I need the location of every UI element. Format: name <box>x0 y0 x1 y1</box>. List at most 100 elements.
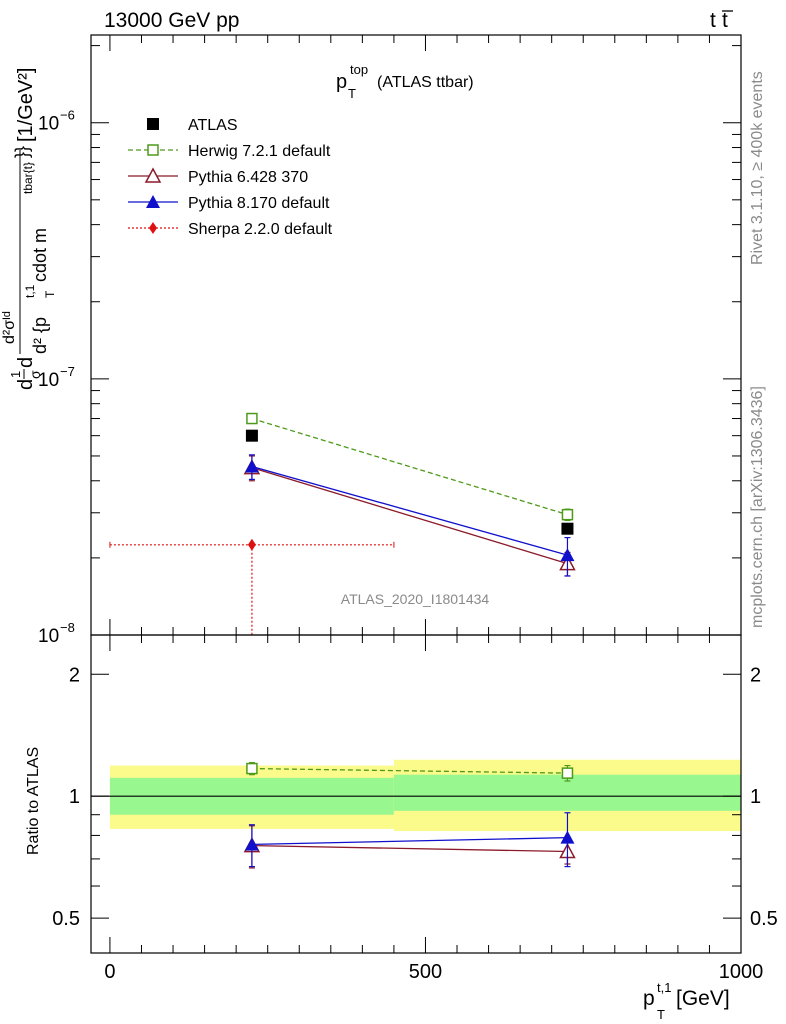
svg-text:t,1: t,1 <box>23 284 37 298</box>
series-line <box>251 467 568 565</box>
main-y-tick-label: 10 −7 <box>38 364 75 391</box>
plot-title: p top T (ATLAS ttbar) <box>336 62 474 101</box>
ratio-point <box>246 762 258 775</box>
ratio-y-axis-label: Ratio to ATLAS <box>25 747 42 855</box>
svg-text:[GeV]: [GeV] <box>676 987 730 1010</box>
data-point <box>560 548 575 562</box>
svg-text:}}: }} <box>12 146 32 158</box>
legend-item-atlas: ATLAS <box>147 117 238 134</box>
analysis-watermark: ATLAS_2020_I1801434 <box>341 591 490 607</box>
ratio-y-tick-label-left: 1 <box>69 786 80 808</box>
main-y-axis-label: d 1 σ d d²σᴵᵈ d² {p t,1 T cdot m tbar{t}… <box>1 68 57 390</box>
main-y-tick-label: 10 −6 <box>38 108 75 135</box>
series-pythia6 <box>243 455 576 577</box>
legend-marker <box>144 167 162 183</box>
legend-marker <box>149 222 157 234</box>
svg-text:T: T <box>43 290 57 298</box>
main-panel: 10−810−710−6 p top T (ATLAS ttbar) ATLAS… <box>38 34 742 647</box>
svg-text:p: p <box>643 987 655 1010</box>
legend: ATLAS Herwig 7.2.1 default Pythia 6.428 37… <box>128 117 333 238</box>
legend-marker <box>147 144 159 156</box>
main-y-tick-base: 10 <box>38 370 59 391</box>
ratio-bands <box>91 759 741 832</box>
main-y-tick-base: 10 <box>38 114 59 135</box>
ratio-point <box>244 837 259 851</box>
ratio-y-tick-label-left: 2 <box>69 664 80 686</box>
svg-text:t,1: t,1 <box>657 980 671 995</box>
ratio-y-tick-label-left: 0.5 <box>52 908 80 930</box>
ratio-series-pythia6 <box>243 825 576 869</box>
svg-text:T: T <box>657 1007 665 1022</box>
svg-text:tbar{t}: tbar{t} <box>21 162 35 194</box>
legend-marker <box>147 118 159 130</box>
ratio-panel: 0.5 0.5 1 1 2 2 <box>52 634 778 954</box>
ratio-line <box>251 767 568 774</box>
x-tick-labels: 0 500 1000 <box>104 961 763 983</box>
svg-text:p: p <box>336 71 347 93</box>
header-process: t t <box>710 9 733 32</box>
series-atlas <box>245 429 574 535</box>
svg-text:T: T <box>348 86 356 101</box>
legend-item-herwig: Herwig 7.2.1 default <box>128 143 331 160</box>
svg-text:cdot m: cdot m <box>30 228 50 282</box>
x-tick-label: 0 <box>104 961 115 983</box>
x-tick-label: 1000 <box>719 961 764 983</box>
series-line <box>251 417 568 516</box>
main-y-tick-exp: −7 <box>60 364 75 379</box>
main-y-tick-labels: 10−810−710−6 <box>38 108 75 647</box>
svg-text:d²σᴵᵈ: d²σᴵᵈ <box>1 311 18 344</box>
x-axis-label: p t,1 T [GeV] <box>643 980 730 1022</box>
legend-item-pythia6: Pythia 6.428 370 <box>128 167 308 186</box>
ratio-line <box>251 844 568 853</box>
data-point <box>561 508 574 521</box>
series-herwig <box>246 412 574 522</box>
main-y-tick-exp: −8 <box>60 620 75 635</box>
ratio-axis-ticks <box>91 635 742 953</box>
main-y-tick-exp: −6 <box>60 108 75 123</box>
data-point <box>247 538 256 551</box>
legend-item-sherpa: Sherpa 2.2.0 default <box>128 221 333 238</box>
legend-label: ATLAS <box>188 117 238 134</box>
legend-label: Herwig 7.2.1 default <box>188 143 331 160</box>
svg-text:t: t <box>722 9 728 32</box>
ratio-point <box>560 830 575 844</box>
legend-label: Pythia 8.170 default <box>188 195 330 212</box>
data-point <box>244 459 259 473</box>
main-series <box>109 412 576 635</box>
ratio-point <box>561 767 574 779</box>
main-y-tick-base: 10 <box>38 626 59 647</box>
series-pythia8 <box>244 454 575 577</box>
legend-label: Pythia 6.428 370 <box>188 169 308 186</box>
ratio-y-tick-label-right: 0.5 <box>750 908 778 930</box>
legend-label: Sherpa 2.2.0 default <box>188 221 333 238</box>
svg-text:d² {p: d² {p <box>30 317 50 354</box>
svg-text:[1/GeV²]: [1/GeV²] <box>15 68 37 142</box>
ratio-series <box>243 762 576 869</box>
ratio-series-pythia8 <box>244 812 575 868</box>
ratio-line <box>251 836 568 846</box>
svg-text:σ: σ <box>27 370 43 379</box>
data-point <box>246 412 258 425</box>
ratio-frame <box>90 634 742 954</box>
svg-text:top: top <box>350 62 368 77</box>
legend-marker <box>146 195 160 208</box>
ratio-y-tick-label-right: 1 <box>750 786 761 808</box>
main-y-tick-label: 10 −8 <box>38 620 75 647</box>
svg-text:(ATLAS ttbar): (ATLAS ttbar) <box>377 74 474 91</box>
svg-text:t: t <box>710 9 716 32</box>
mcplots-label: mcplots.cern.ch [arXiv:1306.3436] <box>749 386 766 628</box>
data-point <box>561 522 574 535</box>
ratio-y-tick-labels: 0.5 0.5 1 1 2 2 <box>52 664 778 930</box>
legend-item-pythia8: Pythia 8.170 default <box>128 195 330 212</box>
series-line <box>251 465 568 556</box>
svg-text:1: 1 <box>8 371 23 378</box>
series-sherpa <box>109 538 395 635</box>
svg-text:d: d <box>15 379 37 390</box>
main-axis-ticks <box>91 35 742 636</box>
header-energy: 13000 GeV pp <box>104 9 239 32</box>
rivet-label: Rivet 3.1.10, ≥ 400k events <box>749 71 766 265</box>
x-tick-label: 500 <box>409 961 442 983</box>
svg-text:d: d <box>15 357 37 368</box>
data-point <box>245 429 258 442</box>
